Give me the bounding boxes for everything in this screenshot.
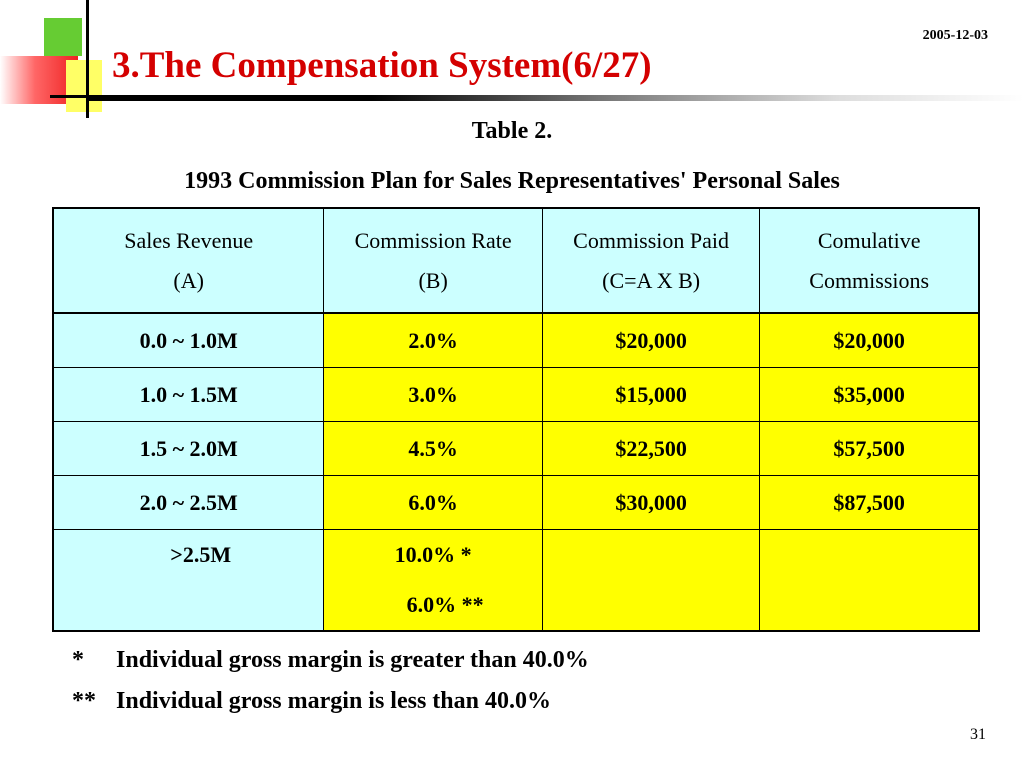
cell-revenue: >2.5M — [52, 529, 325, 632]
decor-yellow-square — [66, 60, 102, 112]
cell-paid: $30,000 — [541, 475, 761, 530]
slide-title: 3.The Compensation System(6/27) — [112, 45, 652, 86]
page-number: 31 — [970, 726, 986, 743]
header-commission-paid: Commission Paid (C=A X B) — [541, 207, 761, 314]
cell-rate-split: 10.0% * 6.0% ** — [323, 529, 543, 632]
footnote-mark: ** — [72, 688, 96, 714]
decor-vertical-line — [86, 0, 89, 118]
cell-cumulative: $57,500 — [759, 421, 980, 476]
footnotes: * Individual gross margin is greater tha… — [72, 640, 589, 722]
table-row: 2.0 ~ 2.5M 6.0% $30,000 $87,500 — [52, 475, 980, 530]
cell-paid: $20,000 — [541, 312, 761, 368]
cell-rate: 3.0% — [323, 367, 543, 422]
header-cumulative-commissions: Comulative Commissions — [759, 207, 980, 314]
table-row: 0.0 ~ 1.0M 2.0% $20,000 $20,000 — [52, 312, 980, 368]
table-subtitle: 1993 Commission Plan for Sales Represent… — [184, 168, 840, 194]
rate-line-high-margin: 10.0% * — [394, 542, 472, 567]
footnote-mark: * — [72, 647, 84, 673]
footnote: * Individual gross margin is greater tha… — [72, 640, 589, 681]
footnote-text: Individual gross margin is less than 40.… — [116, 688, 551, 714]
cell-revenue: 2.0 ~ 2.5M — [52, 475, 325, 530]
cell-rate: 4.5% — [323, 421, 543, 476]
cell-paid: $15,000 — [541, 367, 761, 422]
cell-revenue: 1.0 ~ 1.5M — [52, 367, 325, 422]
cell-rate: 6.0% — [323, 475, 543, 530]
decor-horizontal-line — [50, 95, 86, 98]
cell-cumulative: $87,500 — [759, 475, 980, 530]
table-caption: Table 2. — [471, 118, 553, 144]
header-sales-revenue: Sales Revenue (A) — [52, 207, 325, 314]
table-row: 1.5 ~ 2.0M 4.5% $22,500 $57,500 — [52, 421, 980, 476]
cell-cumulative: $35,000 — [759, 367, 980, 422]
rate-line-low-margin: 6.0% ** — [406, 592, 484, 617]
footnote-text: Individual gross margin is greater than … — [116, 647, 589, 673]
table-row-last: >2.5M 10.0% * 6.0% ** — [52, 529, 980, 632]
footnote: ** Individual gross margin is less than … — [72, 681, 589, 722]
cell-rate: 2.0% — [323, 312, 543, 368]
table-row: 1.0 ~ 1.5M 3.0% $15,000 $35,000 — [52, 367, 980, 422]
table-header-row: Sales Revenue (A) Commission Rate (B) Co… — [52, 207, 980, 314]
cell-revenue: 0.0 ~ 1.0M — [52, 312, 325, 368]
cell-cumulative: $20,000 — [759, 312, 980, 368]
decor-green-square — [44, 18, 82, 56]
slide-date: 2005-12-03 — [922, 28, 988, 43]
cell-paid: $22,500 — [541, 421, 761, 476]
cell-paid — [541, 529, 761, 632]
cell-revenue: 1.5 ~ 2.0M — [52, 421, 325, 476]
commission-table: Sales Revenue (A) Commission Rate (B) Co… — [52, 207, 980, 632]
title-underline — [88, 95, 1024, 101]
cell-cumulative — [759, 529, 980, 632]
header-commission-rate: Commission Rate (B) — [323, 207, 543, 314]
